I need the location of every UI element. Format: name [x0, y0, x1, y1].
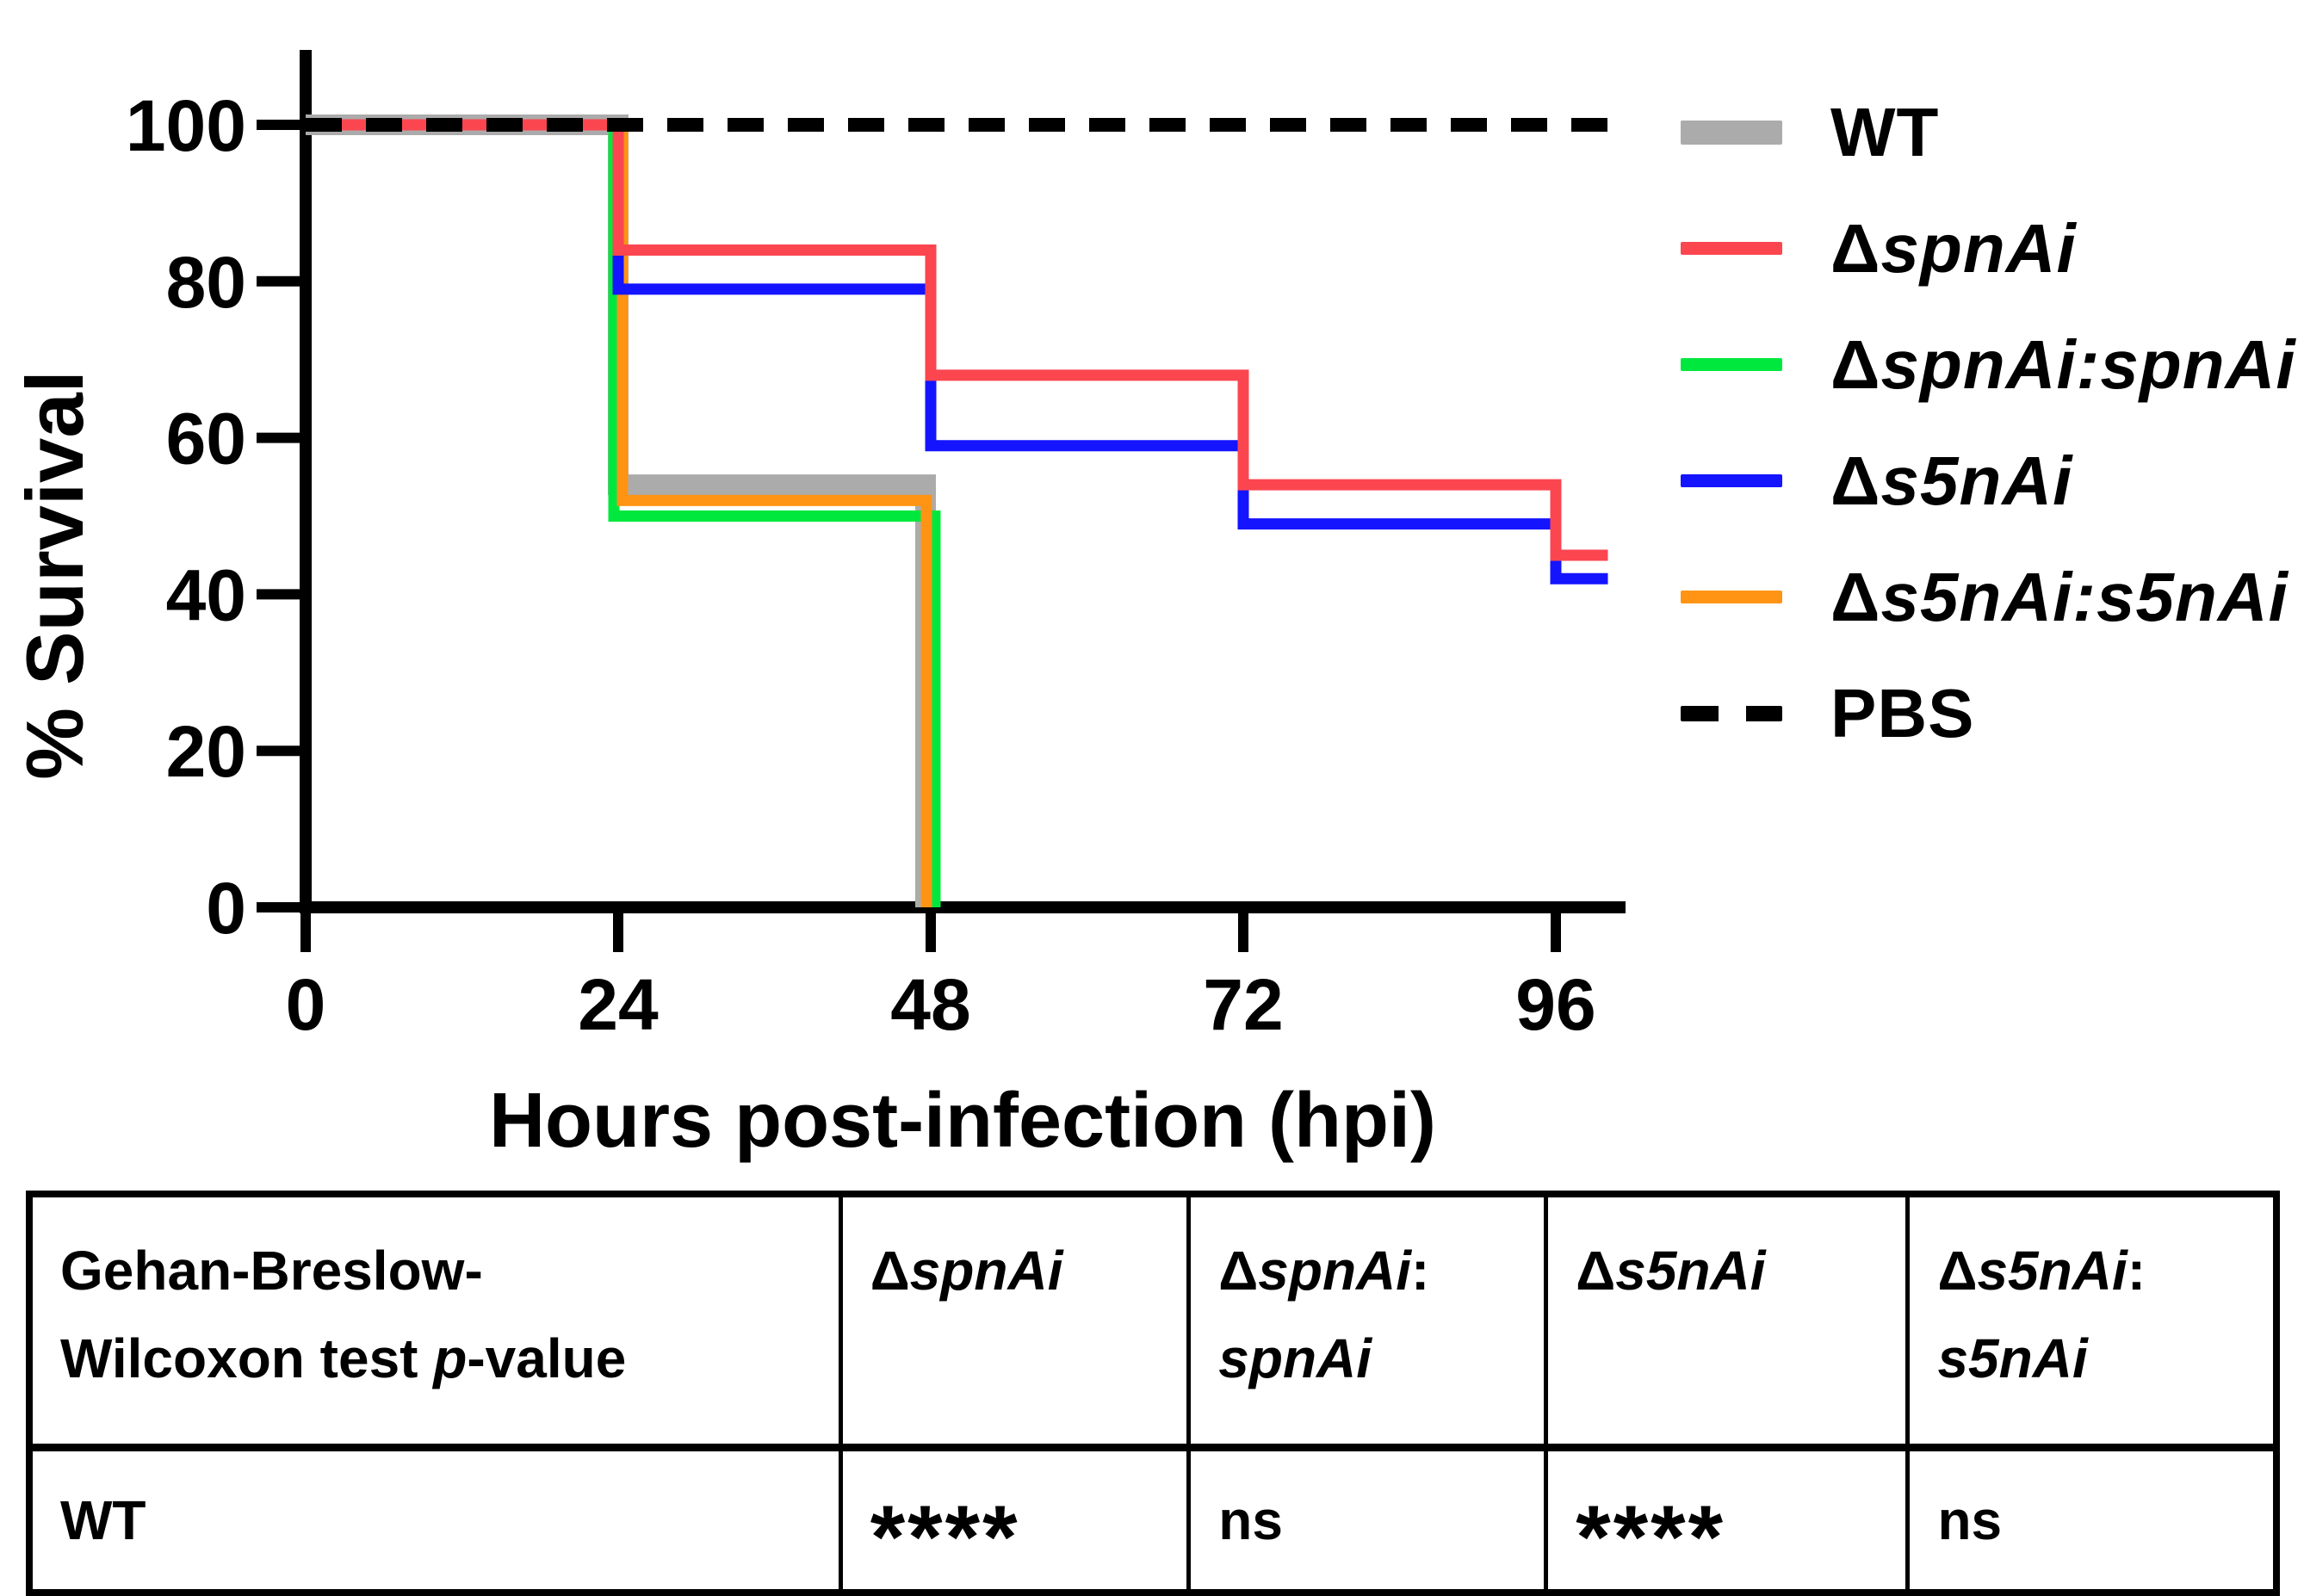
y-tick-label-0: 0 — [206, 868, 246, 949]
gene-name: spnAi — [1258, 1240, 1412, 1302]
delta-glyph: Δ — [1218, 1240, 1259, 1302]
s5nai-line-swatch — [1681, 474, 1782, 487]
x-axis-title: Hours post-infection (hpi) — [489, 1078, 1436, 1164]
stats-cell-spnai-comp: ns — [1186, 1445, 1549, 1595]
significance-value: **** — [870, 1488, 1020, 1587]
gene-name: spnAi — [909, 1240, 1063, 1302]
delta-glyph: Δ — [1576, 1240, 1616, 1302]
stats-header-spnai-comp: ΔspnAi: spnAi — [1186, 1191, 1549, 1451]
stats-header-row: Gehan-Breslow- Wilcoxon test p-value Δspn… — [27, 1191, 2279, 1451]
y-tick-label-60: 60 — [166, 399, 246, 479]
significance-value: **** — [1576, 1488, 1726, 1587]
x-tick-label-48: 48 — [890, 964, 970, 1045]
significance-value: ns — [1937, 1489, 2003, 1551]
legend-label-wt: WT — [1830, 93, 1939, 172]
legend-label-spnai: ΔspnAi — [1830, 209, 2077, 288]
stats-cell-s5nai: **** — [1544, 1445, 1911, 1595]
legend-item-spnai-comp: ΔspnAi:spnAi — [1681, 306, 2296, 423]
stats-header-test-name: Gehan-Breslow- Wilcoxon test p-value — [27, 1191, 843, 1451]
s5nai-comp-line-swatch — [1681, 591, 1782, 603]
legend-item-s5nai: Δs5nAi — [1681, 423, 2296, 539]
gene-name: s5nAi — [1977, 1240, 2127, 1302]
legend-gene-text: spnAi:spnAi — [1880, 325, 2296, 403]
y-tick-label-80: 80 — [166, 242, 246, 323]
legend-item-spnai: ΔspnAi — [1681, 190, 2296, 306]
y-tick-label-100: 100 — [126, 85, 246, 166]
spnai-line-swatch — [1681, 242, 1782, 255]
survival-chart: 0 20 40 60 80 100 0 24 48 72 96 % Survival Hours pos… — [9, 50, 1626, 1164]
stats-row-label: WT — [27, 1445, 843, 1595]
p-italic: p — [433, 1327, 468, 1390]
x-tick-label-72: 72 — [1203, 964, 1283, 1045]
series-Δs5nAi — [306, 119, 1608, 585]
legend-label-s5nai: Δs5nAi — [1830, 442, 2072, 521]
gene-name-line2: spnAi — [1218, 1327, 1372, 1390]
spnai-comp-line-swatch — [1681, 358, 1782, 371]
legend-text: PBS — [1830, 674, 1975, 752]
stats-data-row: WT **** ns **** ns — [27, 1445, 2279, 1595]
legend-item-wt: WT — [1681, 74, 2296, 190]
test-name-line2: Wilcoxon test — [60, 1327, 434, 1390]
legend-text: WT — [1830, 93, 1940, 170]
legend-gene-text: s5nAi — [1880, 442, 2073, 519]
delta-glyph: Δ — [1937, 1240, 1978, 1302]
x-tick-label-0: 0 — [286, 964, 326, 1045]
significance-value: ns — [1218, 1489, 1283, 1551]
y-tick-label-20: 20 — [166, 711, 246, 792]
gene-name-line2: s5nAi — [1937, 1327, 2088, 1390]
legend-label-spnai-comp: ΔspnAi:spnAi — [1830, 325, 2296, 405]
pbs-line-swatch — [1681, 705, 1782, 721]
legend-item-pbs: PBS — [1681, 655, 2296, 771]
legend-label-s5nai-comp: Δs5nAi:s5nAi — [1830, 558, 2289, 637]
x-tick-label-24: 24 — [578, 964, 659, 1045]
legend-text: Δ — [1830, 325, 1881, 403]
legend-item-s5nai-comp: Δs5nAi:s5nAi — [1681, 539, 2296, 655]
stats-table: Gehan-Breslow- Wilcoxon test p-value Δspn… — [26, 1191, 2280, 1596]
delta-glyph: Δ — [870, 1240, 910, 1302]
chart-legend: WT ΔspnAi ΔspnAi:spnAi Δs5nAi Δs5nAi:s5n… — [1681, 74, 2296, 771]
gene-name: s5nAi — [1615, 1240, 1766, 1302]
colon: : — [2127, 1240, 2146, 1302]
stats-header-s5nai: Δs5nAi — [1544, 1191, 1911, 1451]
test-name-line1: Gehan-Breslow- — [60, 1240, 483, 1302]
wt-line-swatch — [1681, 120, 1782, 145]
legend-text: Δ — [1830, 442, 1881, 519]
y-axis-title: % Survival — [9, 370, 100, 779]
x-tick-label-96: 96 — [1515, 964, 1595, 1045]
test-name-line2-end: -value — [467, 1327, 627, 1390]
stats-header-spnai: ΔspnAi — [838, 1191, 1192, 1451]
legend-text: Δ — [1830, 209, 1881, 287]
stats-header-s5nai-comp: Δs5nAi: s5nAi — [1905, 1191, 2279, 1451]
stats-cell-s5nai-comp: ns — [1905, 1445, 2279, 1595]
legend-gene-text: s5nAi:s5nAi — [1880, 558, 2289, 635]
legend-label-pbs: PBS — [1830, 674, 1975, 753]
colon: : — [1411, 1240, 1430, 1302]
legend-text: Δ — [1830, 558, 1881, 635]
y-tick-label-40: 40 — [166, 554, 246, 635]
stats-cell-spnai: **** — [838, 1445, 1192, 1595]
series-ΔspnAi — [306, 119, 1608, 561]
legend-gene-text: spnAi — [1880, 209, 2077, 287]
